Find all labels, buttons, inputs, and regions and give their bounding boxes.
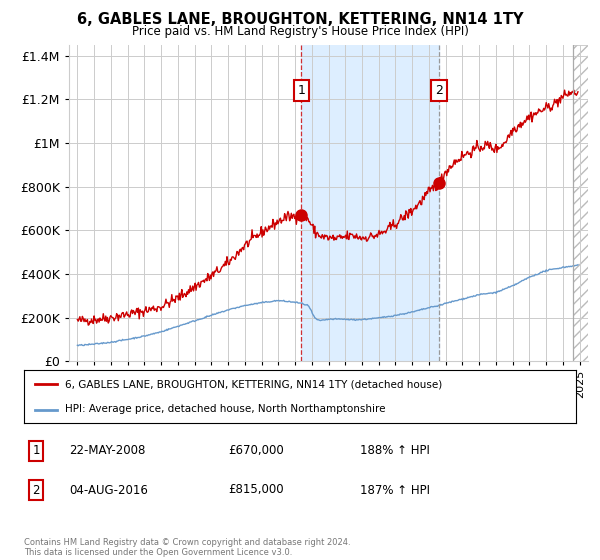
Text: 6, GABLES LANE, BROUGHTON, KETTERING, NN14 1TY (detached house): 6, GABLES LANE, BROUGHTON, KETTERING, NN… bbox=[65, 380, 443, 390]
Text: £815,000: £815,000 bbox=[228, 483, 284, 497]
Text: HPI: Average price, detached house, North Northamptonshire: HPI: Average price, detached house, Nort… bbox=[65, 404, 386, 414]
Text: 22-MAY-2008: 22-MAY-2008 bbox=[69, 444, 145, 458]
Text: Contains HM Land Registry data © Crown copyright and database right 2024.
This d: Contains HM Land Registry data © Crown c… bbox=[24, 538, 350, 557]
Text: 188% ↑ HPI: 188% ↑ HPI bbox=[360, 444, 430, 458]
Bar bbox=[301, 45, 439, 361]
Text: £670,000: £670,000 bbox=[228, 444, 284, 458]
Bar bbox=[572, 45, 588, 361]
Text: 1: 1 bbox=[32, 444, 40, 458]
Text: 1: 1 bbox=[298, 84, 305, 97]
Text: 04-AUG-2016: 04-AUG-2016 bbox=[69, 483, 148, 497]
Text: 187% ↑ HPI: 187% ↑ HPI bbox=[360, 483, 430, 497]
Text: Price paid vs. HM Land Registry's House Price Index (HPI): Price paid vs. HM Land Registry's House … bbox=[131, 25, 469, 38]
Text: 2: 2 bbox=[435, 84, 443, 97]
Text: 2: 2 bbox=[32, 483, 40, 497]
Text: 6, GABLES LANE, BROUGHTON, KETTERING, NN14 1TY: 6, GABLES LANE, BROUGHTON, KETTERING, NN… bbox=[77, 12, 523, 27]
